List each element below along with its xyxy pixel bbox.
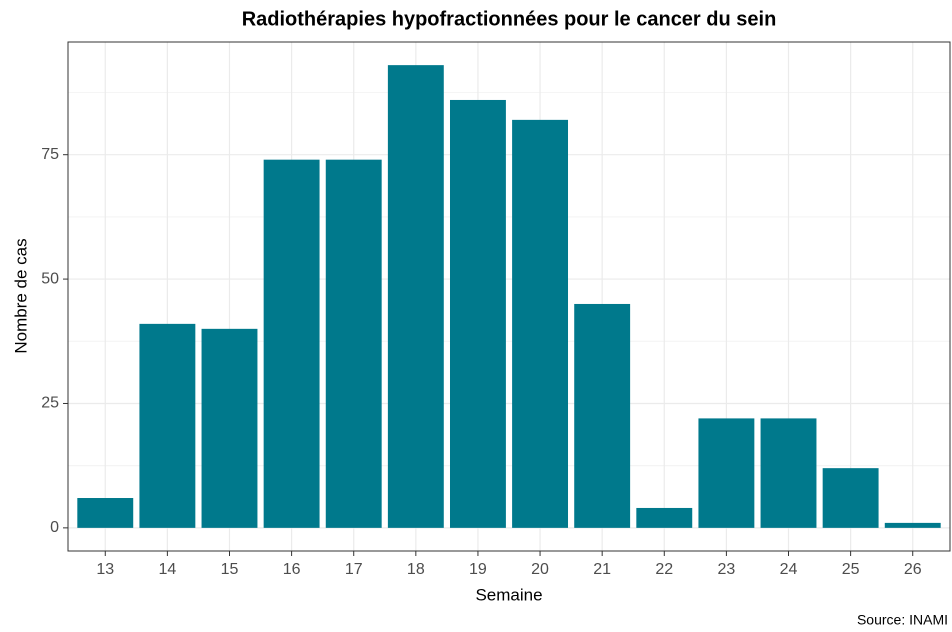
y-tick-label: 25 xyxy=(41,395,59,412)
x-tick-label: 14 xyxy=(158,561,176,578)
x-tick-label: 15 xyxy=(221,561,239,578)
caption: Source: INAMI xyxy=(857,612,948,628)
bar xyxy=(698,418,755,528)
x-tick-label: 18 xyxy=(407,561,425,578)
bar xyxy=(387,65,444,528)
bar xyxy=(263,159,320,528)
x-tick-label: 20 xyxy=(531,561,549,578)
bar xyxy=(512,119,569,528)
bar xyxy=(636,507,693,528)
x-tick-label: 17 xyxy=(345,561,363,578)
y-tick-label: 75 xyxy=(41,146,59,163)
x-tick-label: 25 xyxy=(842,561,860,578)
x-tick-label: 24 xyxy=(780,561,798,578)
bar xyxy=(449,99,506,528)
x-tick-label: 21 xyxy=(593,561,611,578)
x-tick-label: 22 xyxy=(655,561,673,578)
panel-border xyxy=(67,41,951,552)
bar xyxy=(822,468,879,528)
x-tick-label: 23 xyxy=(717,561,735,578)
y-tick-label: 50 xyxy=(41,270,59,287)
chart-title: Radiothérapies hypofractionnées pour le … xyxy=(242,8,777,30)
x-tick-label: 16 xyxy=(283,561,301,578)
x-tick-label: 19 xyxy=(469,561,487,578)
x-tick-label: 13 xyxy=(96,561,114,578)
bar xyxy=(884,522,941,528)
x-axis-title: Semaine xyxy=(475,585,542,604)
bar xyxy=(201,328,258,528)
bar xyxy=(77,498,134,528)
bar xyxy=(325,159,382,528)
bar xyxy=(574,303,631,528)
y-axis-title: Nombre de cas xyxy=(11,238,30,353)
y-tick-label: 0 xyxy=(50,519,59,536)
x-tick-label: 26 xyxy=(904,561,922,578)
bar xyxy=(760,418,817,528)
bar xyxy=(139,323,196,528)
